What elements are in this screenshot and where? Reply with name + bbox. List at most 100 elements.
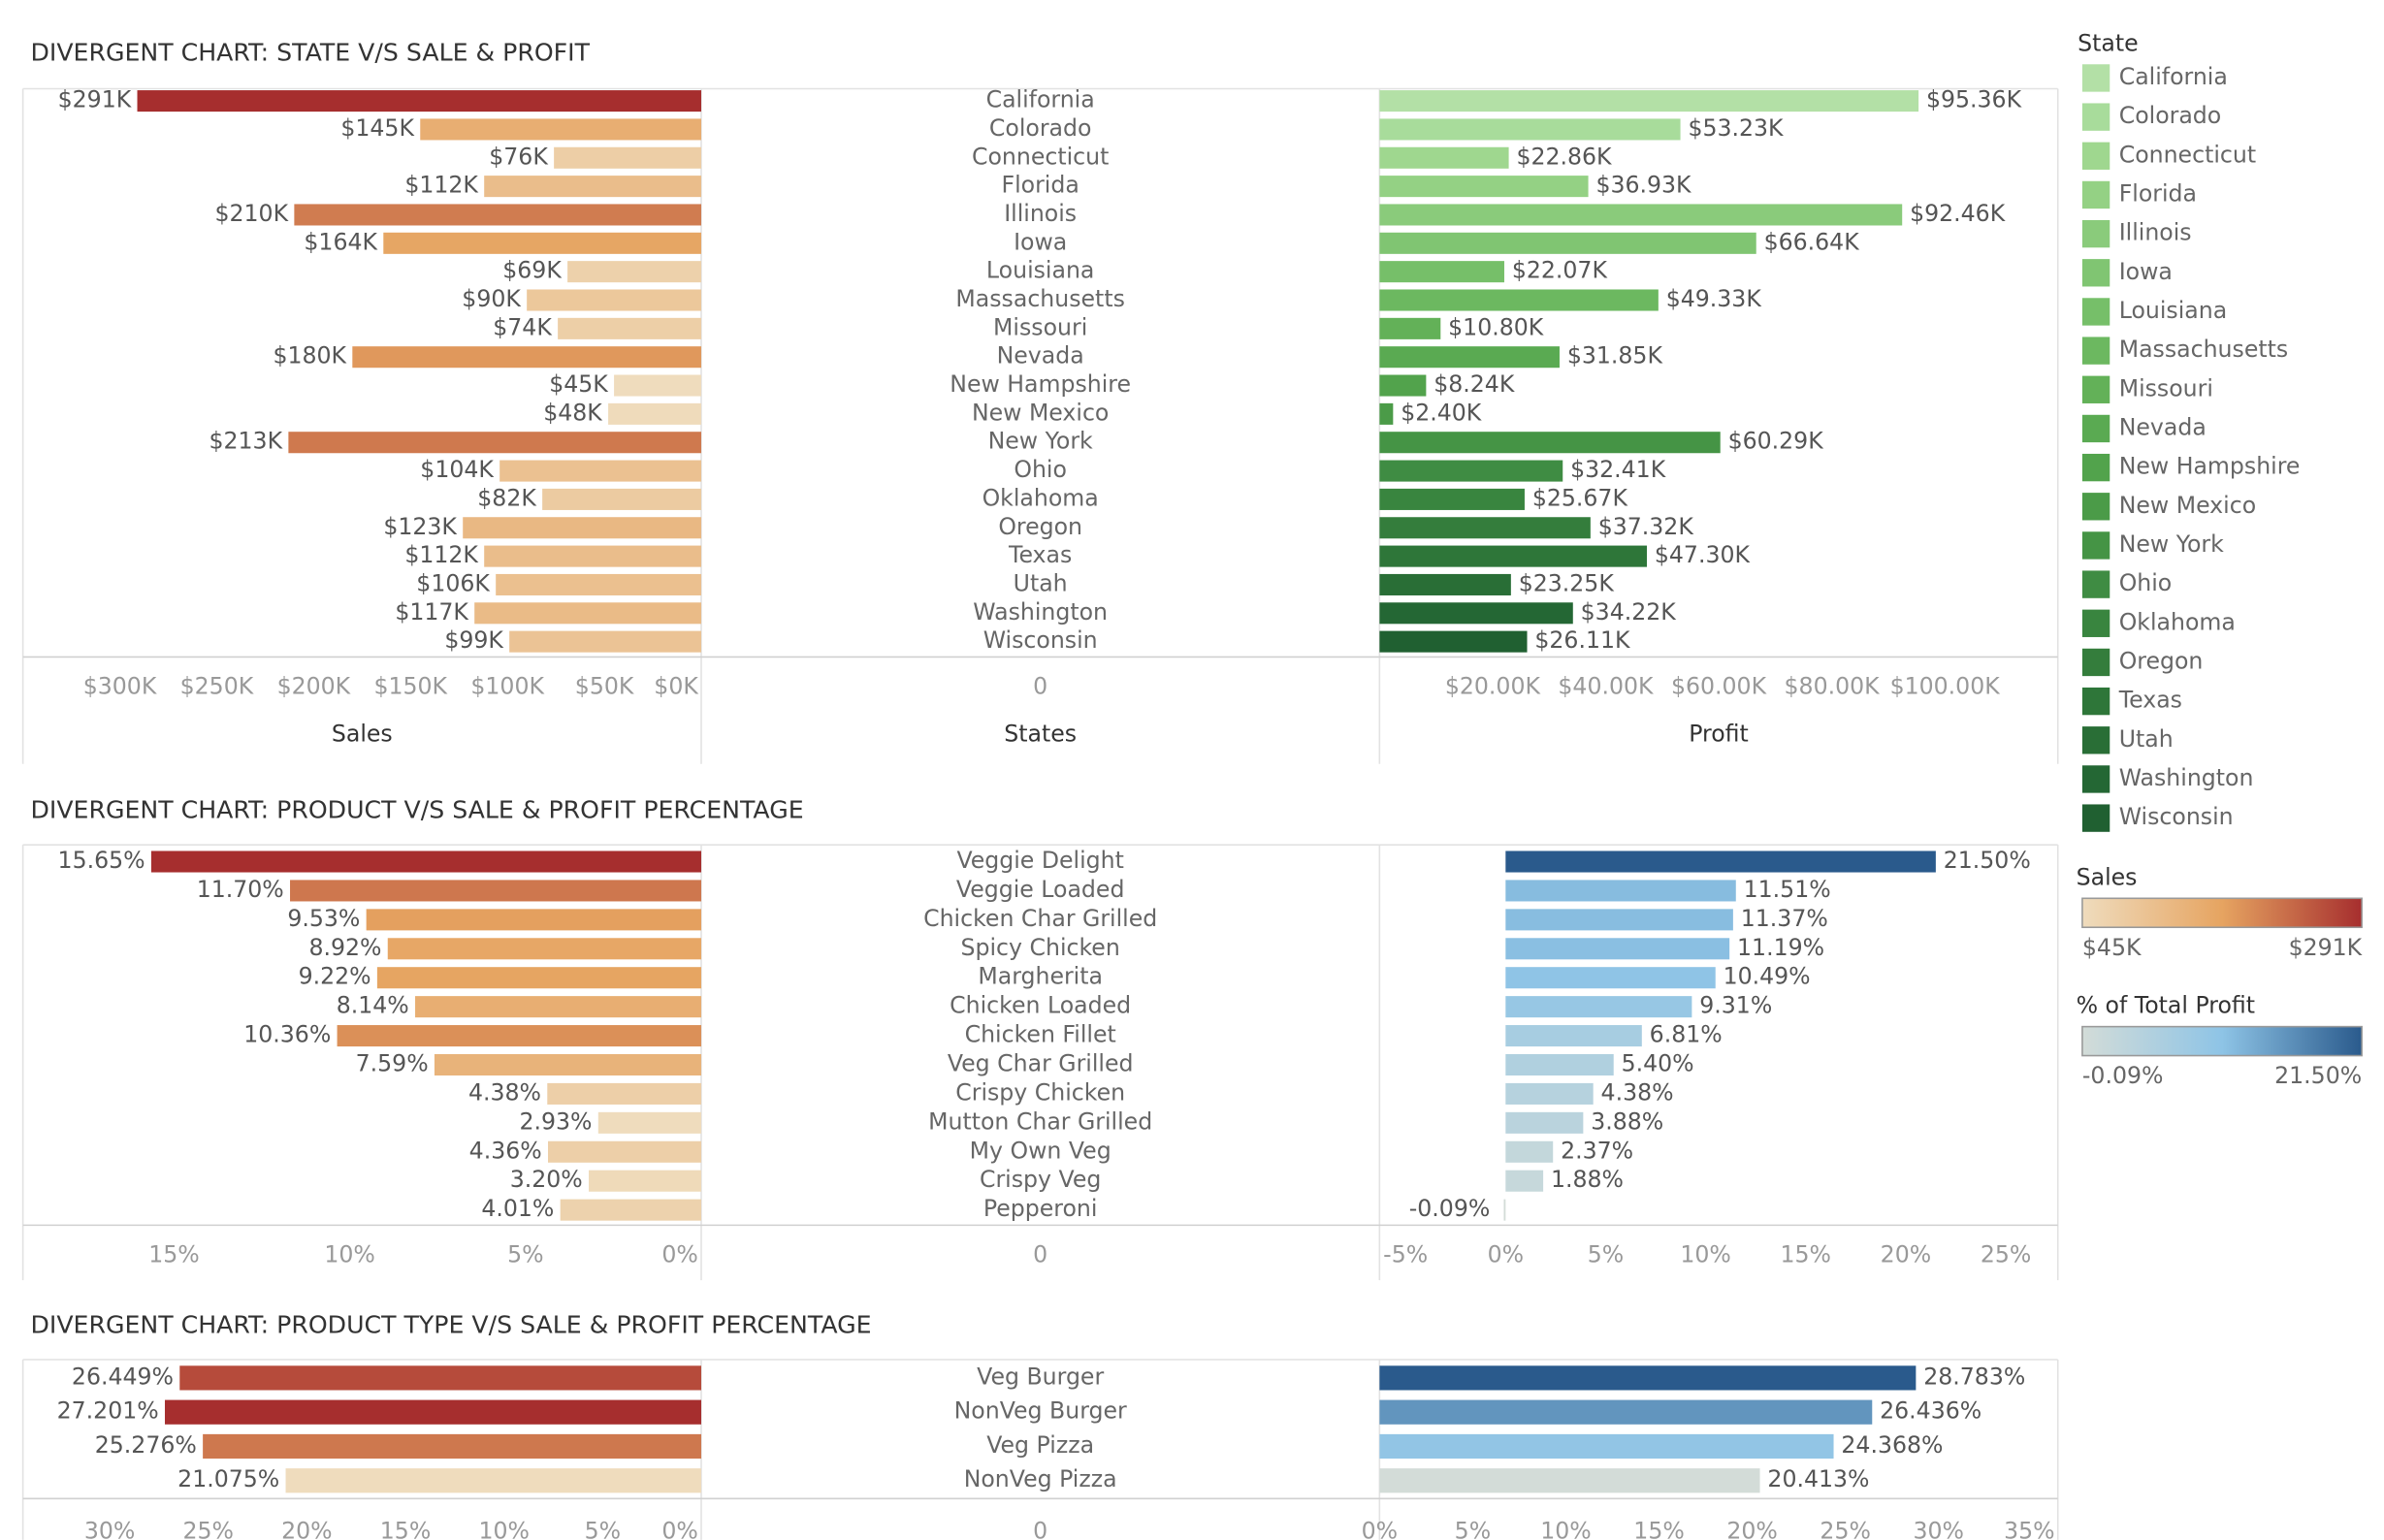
value-label: $106K [416, 569, 490, 596]
bar [1379, 317, 1441, 339]
value-label: $34.22K [1581, 598, 1677, 626]
legend-swatch [2081, 337, 2110, 365]
legend-item: Colorado [2119, 102, 2222, 129]
legend-item: Oregon [2119, 647, 2204, 674]
bar [509, 630, 701, 653]
value-label: 9.53% [287, 905, 360, 932]
color-bar [2081, 897, 2363, 929]
bar [1505, 938, 1730, 960]
bar [1379, 232, 1756, 254]
value-label: $90K [462, 285, 521, 312]
category-label: Texas [1008, 541, 1072, 568]
value-label: $37.32K [1598, 513, 1694, 540]
category-label: Ohio [1014, 456, 1067, 483]
bar [1505, 1140, 1554, 1163]
value-label: $180K [273, 342, 346, 369]
bar [1379, 261, 1504, 283]
value-label: $8.24K [1434, 370, 1515, 398]
x-tick-label: $60.00K [1671, 672, 1767, 699]
legend-swatch [2081, 180, 2110, 209]
bar [337, 1025, 701, 1047]
category-label: Florida [1002, 172, 1079, 199]
legend-item: Florida [2119, 179, 2197, 207]
category-label: Crispy Chicken [955, 1078, 1125, 1106]
bar [1505, 880, 1736, 902]
legend-swatch [2081, 259, 2110, 287]
x-tick-label: $250K [180, 672, 254, 699]
value-label: 7.59% [356, 1050, 429, 1077]
center-tick-label: 0 [1033, 672, 1047, 699]
x-tick-label: $300K [83, 672, 157, 699]
legend-swatch [2081, 531, 2110, 560]
bar [383, 232, 701, 254]
bar [1379, 1399, 1873, 1425]
category-label: Veggie Delight [956, 847, 1123, 874]
legend-item: Illinois [2119, 219, 2192, 246]
value-label: $25.67K [1532, 484, 1628, 511]
category-label: NonVeg Pizza [964, 1465, 1117, 1492]
value-label: $164K [304, 228, 377, 255]
bar [1505, 1082, 1594, 1105]
value-label: $210K [214, 200, 288, 227]
bar [1379, 573, 1511, 595]
bar [290, 880, 701, 902]
category-label: Chicken Fillet [965, 1021, 1116, 1048]
legend-title: State [2078, 29, 2139, 56]
value-label: $31.85K [1567, 342, 1663, 369]
value-label: 8.92% [308, 934, 381, 961]
x-tick-label: 20% [281, 1517, 332, 1540]
category-label: Margherita [978, 963, 1103, 990]
x-tick-label: 20% [1726, 1517, 1777, 1540]
legend-title: Sales [2077, 863, 2138, 890]
value-label: 11.51% [1744, 876, 1831, 903]
value-label: 6.81% [1650, 1021, 1723, 1048]
x-tick-label: 5% [1588, 1240, 1624, 1267]
legend-swatch [2081, 609, 2110, 637]
x-tick-label: $0K [654, 672, 698, 699]
x-tick-label: 30% [84, 1517, 135, 1540]
legend-swatch [2081, 804, 2110, 832]
legend-item: New Mexico [2119, 492, 2256, 519]
category-label: Crispy Veg [980, 1166, 1101, 1193]
value-label: 11.70% [197, 876, 284, 903]
value-label: 25.276% [95, 1431, 197, 1459]
legend-item: New Hampshire [2119, 453, 2301, 480]
value-label: 5.40% [1622, 1050, 1694, 1077]
value-label: 21.50% [1944, 847, 2031, 874]
x-tick-label: 25% [1820, 1517, 1870, 1540]
value-label: $45K [549, 370, 608, 398]
bar [1379, 460, 1563, 482]
bar [463, 517, 701, 539]
category-label: Missouri [993, 313, 1087, 340]
bar [614, 374, 701, 397]
value-label: $66.64K [1764, 228, 1860, 255]
bar [1503, 1199, 1506, 1221]
value-label: $112K [404, 172, 478, 199]
bar [1505, 996, 1692, 1018]
category-label: New Hampshire [950, 370, 1131, 398]
bar [547, 1140, 701, 1163]
value-label: 20.413% [1767, 1465, 1869, 1492]
x-tick-label: $100K [470, 672, 544, 699]
axis-title: Profit [1689, 720, 1749, 747]
axis-title: Sales [332, 720, 393, 747]
category-label: Utah [1014, 569, 1068, 596]
bar [1379, 176, 1589, 198]
bar [420, 118, 701, 141]
legend-range-label: $45K [2082, 934, 2142, 961]
chart-title: DIVERGENT CHART: PRODUCT V/S SALE & PROF… [31, 796, 804, 824]
x-tick-label: -5% [1383, 1240, 1428, 1267]
category-label: Veggie Loaded [956, 876, 1125, 903]
bar [484, 176, 701, 198]
bar [352, 346, 701, 369]
bar [484, 545, 701, 567]
bar [285, 1468, 701, 1493]
legend-swatch [2081, 453, 2110, 482]
value-label: $2.40K [1401, 399, 1482, 426]
category-label: Oregon [998, 513, 1082, 540]
bar [1505, 909, 1733, 931]
bar [150, 850, 701, 873]
value-label: $23.25K [1519, 569, 1615, 596]
x-tick-label: 0% [661, 1240, 697, 1267]
